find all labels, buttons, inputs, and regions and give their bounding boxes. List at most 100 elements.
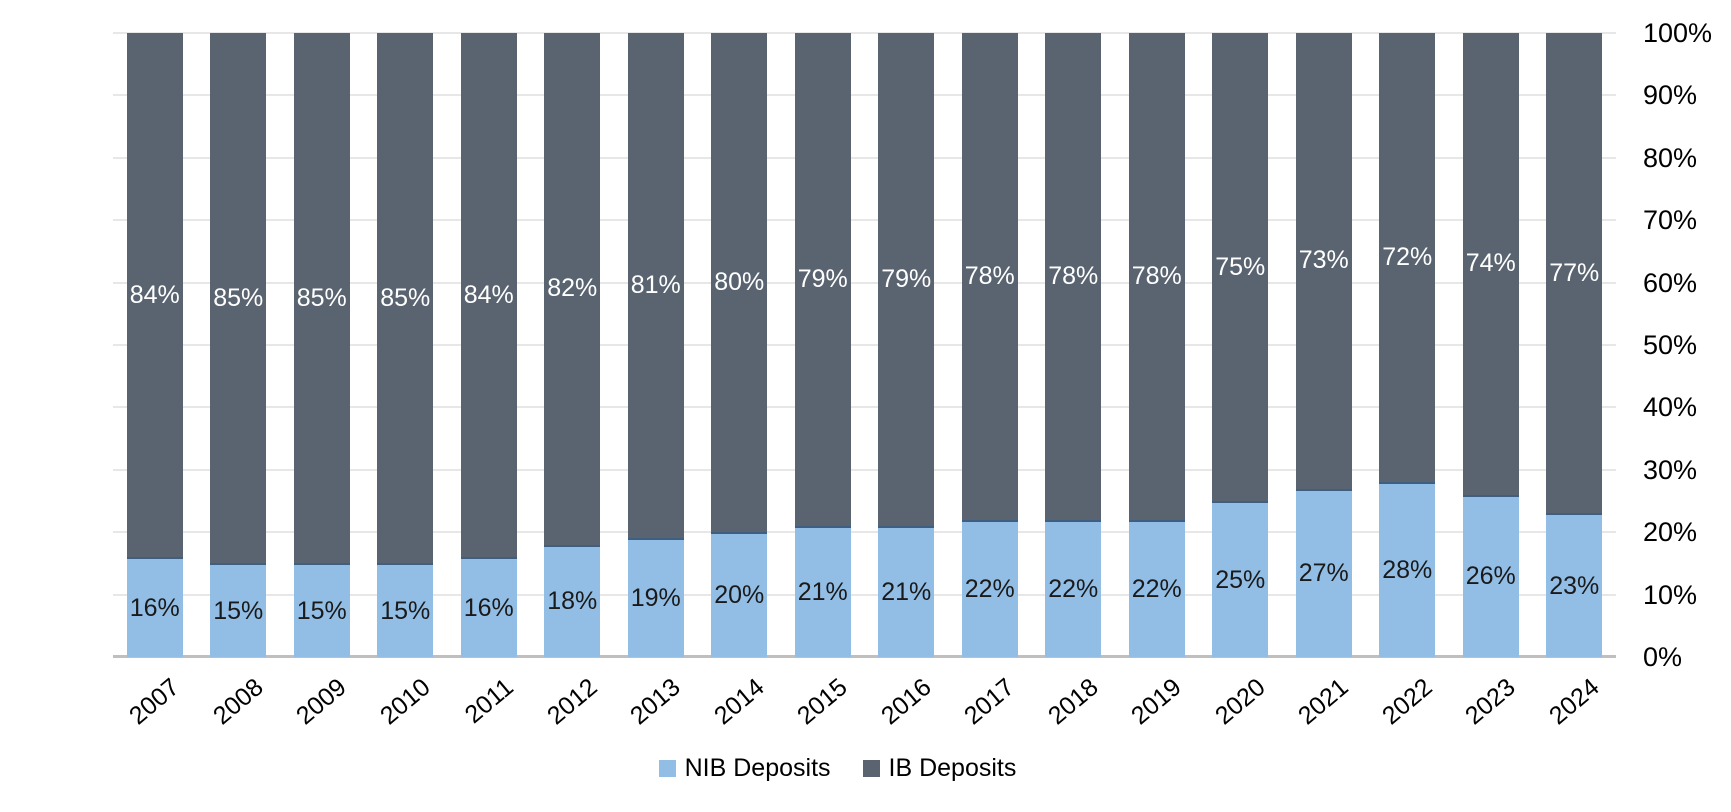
bar-value-label-ib: 72% bbox=[1382, 243, 1433, 272]
x-axis-label: 2013 bbox=[625, 673, 686, 731]
bar-value-label-ib: 74% bbox=[1465, 249, 1516, 278]
bar-value-label-ib: 78% bbox=[1048, 261, 1099, 290]
gridline bbox=[113, 593, 1616, 596]
legend: NIB Deposits IB Deposits bbox=[0, 750, 1703, 786]
y-axis-tick-label: 30% bbox=[1643, 454, 1698, 485]
bar-value-label-ib: 81% bbox=[630, 271, 681, 300]
bar-value-label-ib: 84% bbox=[129, 280, 180, 309]
x-axis-label: 2017 bbox=[959, 673, 1020, 731]
x-axis-label: 2010 bbox=[374, 673, 436, 731]
bar-segment-ib: 82% bbox=[544, 33, 601, 545]
x-axis-label: 2022 bbox=[1376, 673, 1438, 731]
legend-item-ib-deposits: IB Deposits bbox=[862, 753, 1017, 783]
y-axis-tick-label: 50% bbox=[1643, 330, 1698, 360]
bar-value-label-nib: 21% bbox=[881, 577, 932, 606]
bar-segment-ib: 78% bbox=[1045, 33, 1102, 520]
bar-value-label-nib: 15% bbox=[296, 596, 347, 625]
bar-value-label-nib: 22% bbox=[964, 574, 1015, 603]
bar-value-label-ib: 85% bbox=[296, 283, 347, 312]
x-axis-label: 2021 bbox=[1293, 673, 1354, 731]
bar-segment-nib: 18% bbox=[544, 544, 601, 657]
bar-segment-ib: 72% bbox=[1379, 33, 1436, 483]
bar-value-label-ib: 78% bbox=[1131, 261, 1182, 290]
bar-segment-ib: 73% bbox=[1295, 33, 1352, 489]
x-axis-label: 2024 bbox=[1543, 673, 1605, 731]
bar-segment-ib: 84% bbox=[460, 33, 517, 558]
gridline bbox=[113, 531, 1616, 534]
x-axis-label: 2023 bbox=[1460, 673, 1521, 731]
bar-segment-nib: 21% bbox=[794, 525, 851, 657]
bar-value-label-ib: 84% bbox=[463, 280, 514, 309]
bar-segment-nib: 15% bbox=[293, 563, 350, 657]
x-axis-label: 2019 bbox=[1126, 673, 1187, 731]
bar-value-label-nib: 28% bbox=[1382, 556, 1433, 585]
bar-segment-nib: 19% bbox=[627, 538, 684, 657]
bar-value-label-nib: 15% bbox=[380, 596, 431, 625]
legend-swatch-nib bbox=[658, 759, 676, 777]
bar-segment-ib: 77% bbox=[1546, 33, 1603, 514]
bar-value-label-nib: 18% bbox=[547, 587, 598, 616]
bar-segment-ib: 81% bbox=[627, 33, 684, 539]
x-axis-label: 2007 bbox=[124, 673, 185, 731]
bar-segment-nib: 16% bbox=[460, 557, 517, 657]
bar-segment-nib: 28% bbox=[1379, 482, 1436, 657]
bar-segment-nib: 15% bbox=[210, 563, 267, 657]
gridline bbox=[113, 94, 1616, 97]
bar-segment-ib: 78% bbox=[961, 33, 1018, 520]
bar-value-label-nib: 15% bbox=[213, 596, 264, 625]
bar-value-label-nib: 22% bbox=[1131, 574, 1182, 603]
bar-value-label-nib: 25% bbox=[1215, 565, 1266, 594]
y-axis-tick-label: 20% bbox=[1643, 517, 1698, 548]
bar-segment-nib: 22% bbox=[961, 519, 1018, 657]
bar-segment-ib: 85% bbox=[210, 33, 267, 564]
x-axis-label: 2008 bbox=[207, 673, 269, 731]
x-axis-label: 2015 bbox=[792, 673, 853, 731]
gridline bbox=[113, 281, 1616, 284]
x-axis-label: 2014 bbox=[708, 673, 770, 731]
bar-value-label-ib: 80% bbox=[714, 268, 765, 297]
y-axis-tick-label: 60% bbox=[1643, 267, 1698, 298]
gridline bbox=[113, 468, 1616, 471]
x-axis-label: 2012 bbox=[541, 673, 603, 731]
bar-segment-nib: 23% bbox=[1546, 513, 1603, 657]
legend-item-nib-deposits: NIB Deposits bbox=[658, 753, 831, 783]
x-axis-label: 2020 bbox=[1209, 673, 1271, 731]
bar-value-label-ib: 85% bbox=[213, 283, 264, 312]
bar-value-label-ib: 85% bbox=[380, 283, 431, 312]
y-axis-tick-label: 10% bbox=[1643, 579, 1698, 610]
bar-segment-nib: 26% bbox=[1462, 494, 1519, 657]
bar-value-label-ib: 78% bbox=[964, 261, 1015, 290]
y-axis-tick-label: 100% bbox=[1643, 18, 1713, 48]
bar-value-label-nib: 20% bbox=[714, 581, 765, 610]
y-axis-tick-label: 40% bbox=[1643, 392, 1698, 423]
bar-segment-ib: 84% bbox=[126, 33, 183, 558]
bar-value-label-ib: 73% bbox=[1298, 246, 1349, 275]
gridline bbox=[113, 406, 1616, 409]
bar-value-label-nib: 16% bbox=[463, 593, 514, 622]
bar-segment-ib: 75% bbox=[1212, 33, 1269, 501]
bar-value-label-ib: 79% bbox=[797, 264, 848, 293]
bar-segment-nib: 20% bbox=[711, 532, 768, 657]
bar-value-label-nib: 23% bbox=[1549, 571, 1600, 600]
gridline bbox=[113, 219, 1616, 222]
bar-value-label-nib: 22% bbox=[1048, 574, 1099, 603]
legend-label-ib: IB Deposits bbox=[888, 754, 1017, 782]
bar-value-label-nib: 19% bbox=[630, 584, 681, 613]
legend-label-nib: NIB Deposits bbox=[684, 754, 831, 782]
bar-segment-nib: 22% bbox=[1128, 519, 1185, 657]
x-axis-label: 2011 bbox=[459, 673, 519, 730]
y-axis-tick-label: 70% bbox=[1643, 205, 1698, 236]
bar-value-label-ib: 82% bbox=[547, 274, 598, 303]
x-axis-label: 2016 bbox=[875, 673, 937, 731]
gridline bbox=[113, 156, 1616, 159]
bar-value-label-ib: 75% bbox=[1215, 252, 1266, 281]
bar-segment-ib: 79% bbox=[878, 33, 935, 526]
bar-segment-nib: 21% bbox=[878, 525, 935, 657]
bar-segment-nib: 15% bbox=[377, 563, 434, 657]
bar-value-label-nib: 26% bbox=[1465, 562, 1516, 591]
bar-segment-nib: 22% bbox=[1045, 519, 1102, 657]
y-axis-tick-label: 80% bbox=[1643, 142, 1698, 173]
bar-segment-nib: 16% bbox=[126, 557, 183, 657]
y-axis-tick-label: 0% bbox=[1643, 642, 1683, 672]
